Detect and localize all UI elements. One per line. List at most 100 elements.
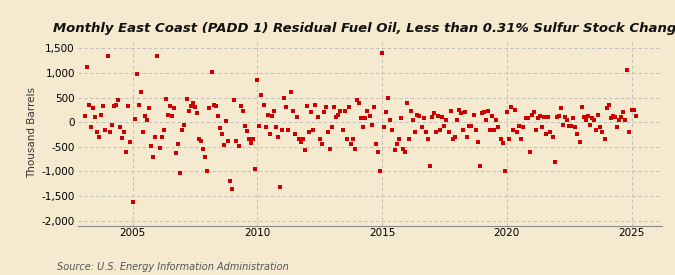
- Point: [466, 124, 477, 128]
- Point: [325, 147, 335, 152]
- Point: [626, 108, 637, 112]
- Point: [183, 109, 194, 114]
- Point: [367, 122, 377, 127]
- Point: [406, 109, 416, 114]
- Point: [562, 117, 572, 122]
- Point: [179, 122, 190, 127]
- Point: [156, 135, 167, 139]
- Point: [404, 137, 414, 142]
- Point: [271, 125, 281, 129]
- Point: [396, 116, 406, 120]
- Point: [595, 125, 605, 129]
- Point: [169, 106, 180, 111]
- Point: [238, 109, 248, 114]
- Point: [136, 89, 146, 94]
- Point: [608, 114, 618, 119]
- Point: [630, 114, 641, 119]
- Point: [273, 135, 284, 139]
- Point: [352, 98, 362, 102]
- Point: [489, 127, 500, 132]
- Point: [223, 139, 234, 143]
- Point: [190, 105, 200, 110]
- Point: [543, 115, 554, 119]
- Point: [360, 116, 371, 120]
- Point: [346, 142, 356, 147]
- Point: [446, 109, 456, 114]
- Point: [624, 130, 635, 134]
- Point: [159, 127, 169, 132]
- Point: [88, 106, 99, 111]
- Point: [558, 122, 568, 127]
- Point: [240, 124, 250, 128]
- Point: [248, 137, 259, 142]
- Point: [337, 127, 348, 132]
- Point: [491, 117, 502, 122]
- Point: [576, 105, 587, 110]
- Point: [125, 140, 136, 144]
- Point: [294, 137, 304, 142]
- Point: [495, 137, 506, 142]
- Point: [483, 109, 493, 114]
- Point: [225, 179, 236, 183]
- Point: [146, 144, 157, 148]
- Point: [119, 130, 130, 134]
- Point: [107, 122, 117, 127]
- Point: [300, 148, 310, 152]
- Point: [350, 147, 360, 152]
- Point: [254, 124, 265, 128]
- Point: [472, 140, 483, 144]
- Y-axis label: Thousand Barrels: Thousand Barrels: [27, 87, 37, 177]
- Point: [215, 126, 225, 130]
- Point: [585, 122, 595, 127]
- Point: [163, 112, 173, 117]
- Point: [516, 137, 526, 142]
- Point: [520, 116, 531, 120]
- Point: [227, 186, 238, 191]
- Point: [564, 124, 574, 128]
- Point: [102, 54, 113, 58]
- Point: [460, 110, 470, 114]
- Point: [568, 116, 578, 120]
- Point: [549, 159, 560, 164]
- Point: [356, 116, 367, 120]
- Point: [319, 110, 329, 114]
- Point: [441, 117, 452, 122]
- Point: [429, 111, 439, 116]
- Point: [235, 104, 246, 109]
- Point: [620, 117, 630, 122]
- Point: [177, 127, 188, 132]
- Point: [475, 164, 485, 169]
- Point: [196, 139, 207, 143]
- Point: [171, 151, 182, 155]
- Point: [194, 137, 205, 142]
- Text: Source: U.S. Energy Information Administration: Source: U.S. Energy Information Administ…: [57, 262, 289, 272]
- Point: [342, 137, 352, 142]
- Point: [327, 125, 338, 129]
- Point: [221, 119, 232, 123]
- Point: [267, 114, 277, 119]
- Point: [292, 115, 302, 119]
- Point: [423, 137, 433, 142]
- Point: [375, 169, 385, 174]
- Point: [308, 127, 319, 132]
- Point: [514, 124, 524, 128]
- Point: [510, 108, 520, 112]
- Point: [500, 169, 510, 174]
- Point: [246, 141, 256, 145]
- Point: [90, 115, 101, 119]
- Point: [233, 144, 244, 148]
- Point: [252, 78, 263, 82]
- Point: [148, 154, 159, 159]
- Point: [94, 135, 105, 139]
- Point: [283, 127, 294, 132]
- Point: [377, 51, 387, 56]
- Point: [150, 135, 161, 139]
- Point: [583, 114, 593, 119]
- Point: [362, 109, 373, 114]
- Point: [601, 106, 612, 111]
- Point: [173, 142, 184, 147]
- Point: [92, 130, 103, 134]
- Point: [394, 137, 404, 142]
- Point: [277, 127, 288, 132]
- Point: [117, 136, 128, 140]
